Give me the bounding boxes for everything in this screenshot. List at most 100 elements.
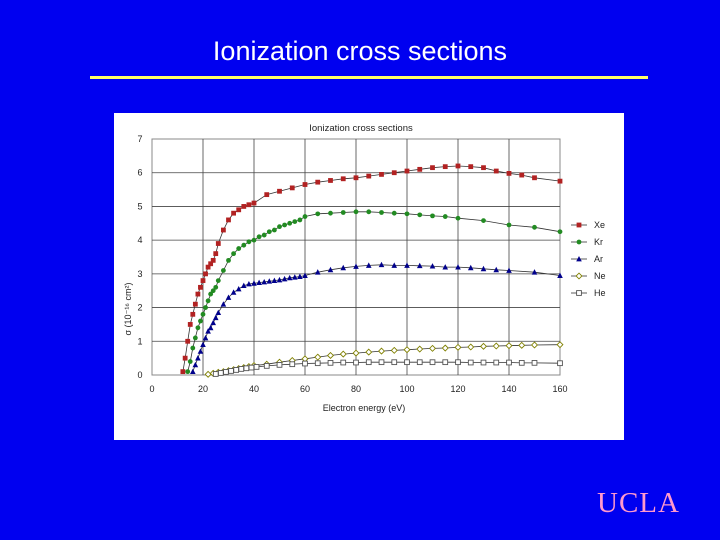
- data-point-xe: [187, 322, 193, 327]
- data-point-ar: [202, 334, 209, 341]
- data-point-he: [455, 359, 461, 366]
- y-tick-label: 5: [137, 201, 142, 211]
- data-point-he: [263, 363, 270, 369]
- data-point-xe: [455, 163, 461, 169]
- legend-label: Xe: [594, 220, 605, 230]
- data-point-kr: [297, 217, 303, 223]
- data-point-ar: [467, 264, 474, 271]
- data-point-ne: [505, 342, 513, 350]
- data-point-xe: [315, 179, 321, 185]
- ucla-logo: UCLA: [597, 487, 680, 519]
- x-tick-label: 40: [249, 384, 259, 394]
- data-point-he: [404, 359, 410, 366]
- data-point-ar: [531, 269, 538, 275]
- data-point-he: [480, 359, 487, 366]
- data-point-ar: [378, 261, 385, 268]
- x-tick-label: 120: [450, 384, 465, 394]
- legend-label: Ne: [594, 271, 606, 281]
- data-point-he: [248, 364, 255, 371]
- data-point-kr: [192, 335, 198, 341]
- data-point-ar: [506, 267, 512, 273]
- data-point-ar: [442, 264, 449, 270]
- y-tick-label: 2: [137, 303, 142, 313]
- data-point-he: [217, 370, 224, 376]
- data-point-kr: [195, 325, 201, 331]
- data-point-he: [353, 359, 359, 366]
- slide-title: Ionization cross sections: [212, 36, 508, 66]
- data-point-kr: [246, 239, 252, 245]
- legend-marker: [576, 290, 582, 296]
- data-point-xe: [532, 175, 537, 181]
- data-point-ne: [377, 347, 386, 355]
- legend-label: Ar: [594, 254, 603, 264]
- data-point-he: [467, 359, 474, 366]
- y-axis-label: σ (10⁻¹⁶ cm²): [123, 282, 133, 335]
- y-tick-label: 7: [137, 134, 142, 144]
- data-point-xe: [519, 172, 525, 178]
- data-point-ar: [286, 274, 293, 281]
- data-point-ne: [352, 349, 360, 357]
- data-point-xe: [391, 170, 397, 176]
- axes: 0 1 2 3 4 5 6 7 0 20 40 60 80 100 120 140 160: [137, 134, 567, 394]
- legend-item-ar: Ar: [571, 254, 603, 264]
- data-point-xe: [190, 311, 196, 317]
- data-point-kr: [200, 311, 206, 317]
- data-point-ar: [197, 348, 204, 354]
- data-point-ar: [215, 309, 222, 316]
- grid: [151, 138, 561, 376]
- data-point-kr: [430, 213, 435, 219]
- data-point-xe: [289, 185, 295, 191]
- data-point-ne: [326, 351, 335, 359]
- data-point-xe: [340, 176, 346, 182]
- cross-section-chart: Ionization cross sections 0 1 2 3 4 5 6 7 0 20 40 6…: [114, 113, 624, 440]
- data-point-he: [429, 359, 436, 366]
- data-point-ar: [212, 314, 219, 321]
- data-point-ar: [271, 277, 278, 283]
- data-point-kr: [236, 246, 242, 251]
- y-tick-label: 0: [137, 370, 142, 380]
- data-point-ne: [428, 344, 437, 352]
- chart-title: Ionization cross sections: [309, 123, 413, 134]
- data-point-kr: [379, 210, 384, 215]
- data-point-ar: [200, 341, 206, 348]
- data-point-xe: [264, 192, 270, 198]
- data-point-kr: [198, 318, 203, 324]
- data-point-kr: [455, 215, 461, 221]
- data-point-ne: [416, 345, 424, 353]
- data-point-xe: [353, 175, 359, 181]
- data-point-xe: [210, 257, 216, 263]
- data-point-ne: [518, 341, 526, 349]
- data-point-xe: [557, 178, 563, 184]
- data-point-he: [302, 360, 308, 367]
- data-point-kr: [442, 214, 448, 219]
- series-he: [212, 359, 563, 377]
- data-point-kr: [353, 209, 359, 215]
- data-point-ar: [292, 274, 298, 280]
- data-point-ar: [365, 262, 372, 268]
- data-point-he: [238, 366, 245, 372]
- data-point-ne: [390, 346, 398, 354]
- data-point-xe: [430, 165, 435, 171]
- x-tick-label: 140: [501, 384, 516, 394]
- data-point-ne: [454, 343, 462, 351]
- data-point-kr: [231, 251, 236, 257]
- x-tick-label: 20: [198, 384, 208, 394]
- data-point-kr: [532, 224, 537, 230]
- data-point-xe: [468, 164, 474, 170]
- data-point-ar: [241, 282, 247, 289]
- series-line-kr: [187, 211, 561, 372]
- data-point-xe: [203, 271, 208, 277]
- data-point-ne: [530, 341, 539, 349]
- data-point-ne: [479, 342, 488, 350]
- data-point-xe: [208, 261, 214, 267]
- data-point-ar: [493, 266, 500, 273]
- data-point-he: [506, 359, 512, 366]
- data-point-he: [289, 361, 296, 368]
- x-axis-label: Electron energy (eV): [323, 403, 406, 413]
- data-point-kr: [190, 345, 196, 351]
- data-point-he: [314, 360, 321, 367]
- legend-item-he: He: [571, 288, 606, 298]
- data-point-xe: [182, 355, 188, 361]
- data-point-he: [378, 359, 385, 366]
- data-point-kr: [210, 288, 216, 294]
